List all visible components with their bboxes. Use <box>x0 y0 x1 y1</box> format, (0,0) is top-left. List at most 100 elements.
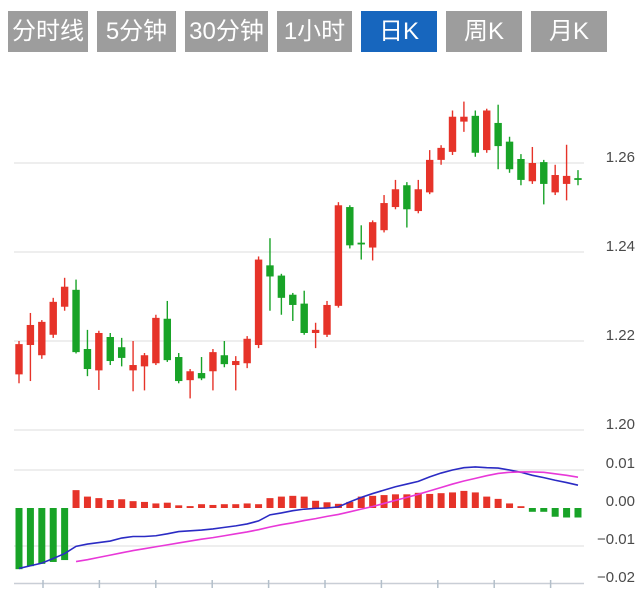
candle-body <box>209 352 217 372</box>
price-axis-label: 1.22 <box>606 327 635 344</box>
candle-body <box>380 203 388 231</box>
candle-body <box>220 355 229 365</box>
macd-bar <box>494 498 502 508</box>
macd-bar <box>106 500 114 508</box>
macd-bar <box>140 501 148 508</box>
macd-axis-label: −0.02 <box>597 569 635 586</box>
candle-body <box>517 158 525 180</box>
tab-monthly-k[interactable]: 月K <box>531 11 607 52</box>
price-axis-label: 1.26 <box>606 149 635 166</box>
candle-body <box>460 116 468 122</box>
macd-bar <box>72 490 80 508</box>
macd-bar <box>449 492 457 508</box>
macd-bar <box>277 496 285 508</box>
candle-body <box>140 355 149 367</box>
time-axis-ticks <box>42 580 552 588</box>
candle-body <box>186 371 194 381</box>
macd-bar <box>220 504 228 508</box>
macd-dea-line <box>75 471 579 563</box>
candle-body <box>277 275 286 298</box>
candle-body <box>129 365 137 371</box>
candle-body <box>425 159 434 193</box>
macd-bar <box>528 508 536 512</box>
macd-bar <box>483 496 491 508</box>
macd-bar <box>26 508 34 567</box>
macd-bar <box>15 508 23 570</box>
candle-body <box>551 175 559 193</box>
candle-body <box>197 373 206 379</box>
candle-body <box>175 357 183 382</box>
candle-body <box>117 347 126 358</box>
macd-bar <box>255 504 263 508</box>
tab-daily-k[interactable]: 日K <box>361 11 437 52</box>
macd-axis-label: −0.01 <box>597 531 635 548</box>
candle-body <box>391 189 400 208</box>
macd-bar <box>471 492 479 508</box>
price-axis-label: 1.24 <box>606 238 635 255</box>
macd-bar <box>506 503 514 508</box>
macd-bar <box>346 501 354 508</box>
macd-bar <box>357 496 365 508</box>
candle-body <box>357 242 365 245</box>
macd-dif-line <box>18 466 579 570</box>
macd-axis-label: 0.00 <box>606 493 635 510</box>
candle-body <box>254 259 263 346</box>
tab-5min[interactable]: 5分钟 <box>97 11 176 52</box>
macd-bar <box>209 504 217 508</box>
axis-labels: 1.26 1.24 1.22 1.20 0.01 0.00 −0.01 −0.02 <box>597 149 635 586</box>
candle-body <box>574 178 582 180</box>
macd-bar <box>426 493 434 508</box>
candle-body <box>83 349 92 370</box>
candle-body <box>163 318 172 361</box>
candle-body <box>15 344 23 375</box>
macd-bar <box>312 500 320 508</box>
tab-30min[interactable]: 30分钟 <box>185 11 268 52</box>
candle-body <box>49 301 57 335</box>
macd-bar <box>266 498 274 508</box>
candle-body <box>152 317 160 364</box>
macd-axis-label: 0.01 <box>606 455 635 472</box>
candle-body <box>95 332 103 371</box>
macd-bar <box>232 504 240 508</box>
macd-bar <box>517 506 525 508</box>
candle-body <box>60 286 69 307</box>
candle-body <box>483 110 491 151</box>
macd-bar <box>574 508 582 518</box>
macd-bar <box>414 492 422 508</box>
candle-body <box>106 336 114 362</box>
macd-bar <box>61 508 69 561</box>
macd-bar <box>437 493 445 508</box>
macd-histogram <box>15 490 582 570</box>
macd-bar <box>186 506 194 508</box>
candle-body <box>448 116 457 152</box>
candle-body <box>300 303 308 333</box>
tab-weekly-k[interactable]: 周K <box>446 11 522 52</box>
macd-bar <box>129 501 137 508</box>
candle-body <box>346 207 354 246</box>
candle-body <box>334 205 343 306</box>
tab-time-share[interactable]: 分时线 <box>8 11 88 52</box>
macd-bar <box>38 508 46 564</box>
candle-body <box>368 222 377 248</box>
macd-bar <box>152 503 160 508</box>
macd-bar <box>563 508 571 518</box>
tab-1hour[interactable]: 1小时 <box>277 11 352 52</box>
macd-bar <box>323 502 331 508</box>
candle-body <box>437 147 445 160</box>
macd-bar <box>380 495 388 508</box>
candle-body <box>505 141 514 170</box>
candle-body <box>243 338 251 364</box>
candle-body <box>540 162 548 184</box>
macd-bar <box>198 504 206 508</box>
candle-body <box>403 185 411 210</box>
macd-bar <box>289 495 297 508</box>
candle-body <box>72 289 80 353</box>
candle-body <box>266 265 274 277</box>
price-axis-label: 1.20 <box>606 416 635 433</box>
candle-body <box>311 329 320 333</box>
candle-body <box>471 115 480 153</box>
macd-bar <box>95 498 103 508</box>
candlesticks <box>15 101 582 399</box>
